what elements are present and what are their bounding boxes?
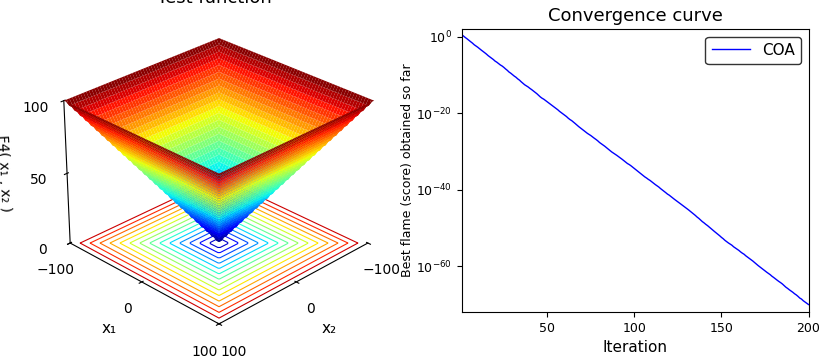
X-axis label: Iteration: Iteration (603, 340, 667, 355)
Legend: COA: COA (705, 37, 801, 64)
COA (774, 279, 784, 284)
COA (804, 302, 813, 307)
Line: COA: COA (462, 35, 808, 305)
Title: Convergence curve: Convergence curve (548, 7, 723, 25)
Y-axis label: x₁: x₁ (101, 321, 116, 335)
COA (786, 289, 796, 293)
COA (549, 105, 559, 109)
X-axis label: x₂: x₂ (322, 321, 337, 335)
COA (471, 44, 481, 48)
COA (521, 84, 531, 88)
Y-axis label: Best flame (score) obtained so far: Best flame (score) obtained so far (401, 64, 413, 277)
COA (478, 49, 488, 53)
Title: Test function: Test function (157, 0, 272, 7)
COA (457, 33, 467, 37)
